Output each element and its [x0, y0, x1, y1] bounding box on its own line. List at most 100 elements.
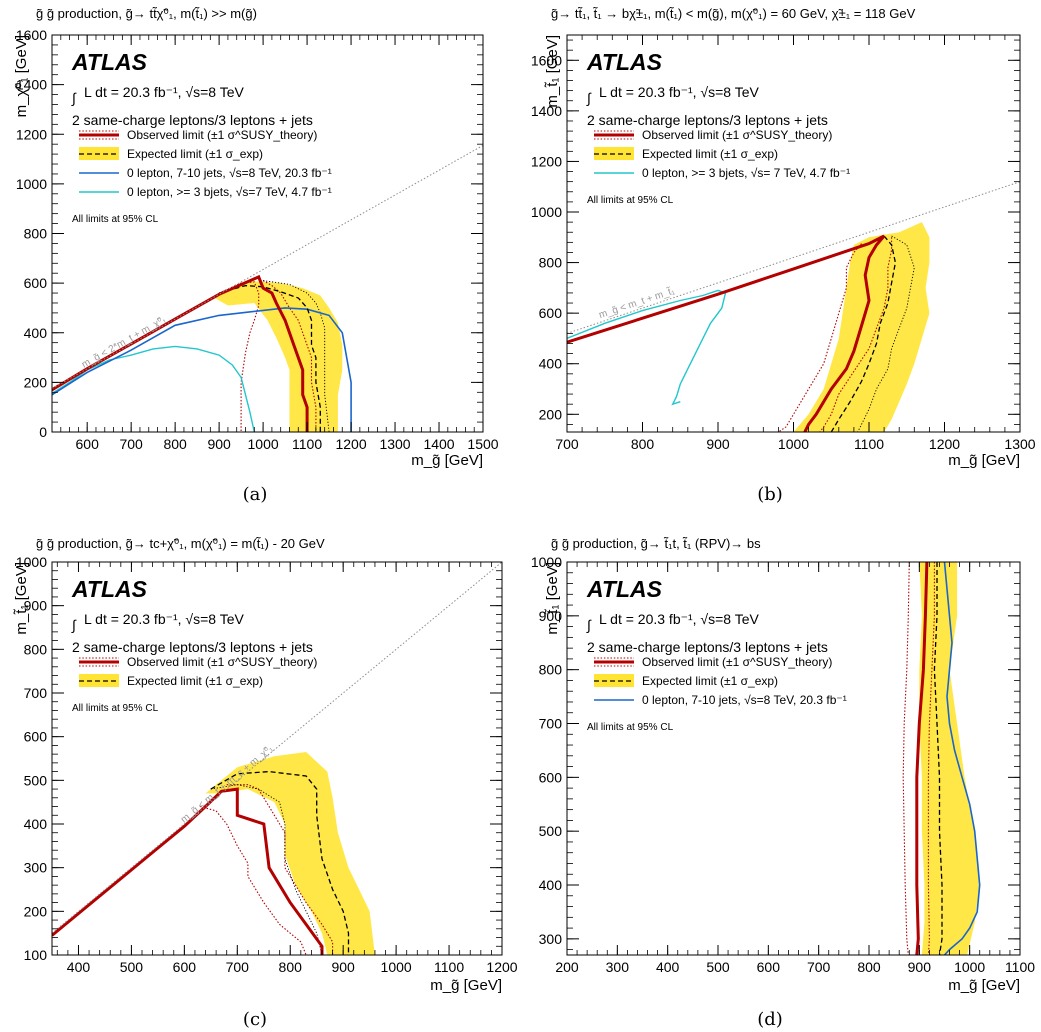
cl-note: All limits at 95% CL — [72, 703, 159, 714]
x-tick-label: 1300 — [379, 436, 410, 452]
series-observed-theory-0 — [778, 243, 862, 432]
legend-entry: Expected limit (±1 σ_exp) — [127, 147, 263, 161]
selection-label: 2 same-charge leptons/3 leptons + jets — [72, 112, 313, 128]
legend-entry: Expected limit (±1 σ_exp) — [127, 674, 263, 688]
series-observed-theory-0 — [902, 562, 910, 955]
x-tick-label: 800 — [631, 436, 655, 452]
x-tick-label: 800 — [857, 959, 881, 975]
y-tick-label: 800 — [539, 662, 563, 678]
y-tick-label: 800 — [24, 226, 48, 242]
x-tick-label: 400 — [656, 959, 680, 975]
integral-sign: ∫ — [586, 90, 592, 106]
y-tick-label: 300 — [24, 860, 48, 876]
y-tick-label: 900 — [539, 608, 563, 624]
x-axis-label: m_g̃ [GeV] — [948, 977, 1020, 994]
x-tick-label: 1000 — [248, 436, 279, 452]
selection-label: 2 same-charge leptons/3 leptons + jets — [587, 112, 828, 128]
x-tick-label: 1100 — [1005, 959, 1035, 975]
x-tick-label: 1000 — [381, 959, 412, 975]
x-tick-label: 900 — [706, 436, 730, 452]
x-tick-label: 1200 — [486, 959, 517, 975]
y-tick-label: 1400 — [531, 103, 562, 119]
plot-area — [52, 144, 483, 432]
x-tick-label: 700 — [807, 959, 831, 975]
legend-entry: Observed limit (±1 σ^SUSY_theory) — [642, 655, 832, 669]
series-expected-theory-0 — [263, 280, 330, 432]
series-observed-theory-1 — [927, 562, 935, 955]
y-tick-label: 400 — [24, 816, 48, 832]
x-tick-label: 1000 — [778, 436, 809, 452]
x-tick-label: 1100 — [434, 959, 464, 975]
series-observed-theory-1 — [819, 237, 893, 432]
series-observed-theory-1 — [226, 784, 334, 955]
legend-entry: 0 lepton, >= 3 bjets, √s=7 TeV, 4.7 fb⁻¹ — [127, 185, 332, 199]
y-tick-label: 700 — [539, 716, 563, 732]
x-tick-label: 800 — [279, 959, 303, 975]
y-axis-label: m_t̃₁ [GeV] — [544, 35, 561, 108]
panel-d: g̃ g̃ production, g̃→ t̃₁t, t̃₁ (RPV)→ b… — [531, 536, 1035, 994]
y-tick-label: 100 — [24, 947, 48, 963]
luminosity-label: L dt = 20.3 fb⁻¹, √s=8 TeV — [599, 611, 760, 627]
x-tick-label: 900 — [331, 959, 355, 975]
y-tick-label: 300 — [539, 931, 563, 947]
y-tick-label: 200 — [24, 374, 48, 390]
series-band-0 — [205, 752, 375, 955]
series-expected-0 — [830, 235, 897, 432]
chart-title: g̃ g̃ production, g̃→ tc+χ̃⁰₁, m(χ̃⁰₁) =… — [36, 536, 325, 551]
y-tick-label: 0 — [39, 424, 47, 440]
kinematic-limit-label: m_g̃ < 2*m_t + m_χ̃⁰₁ — [80, 314, 169, 370]
series-expected-0 — [218, 284, 321, 432]
x-tick-label: 1400 — [423, 436, 454, 452]
plot-area — [902, 562, 981, 955]
x-tick-label: 1200 — [335, 436, 366, 452]
luminosity-label: L dt = 20.3 fb⁻¹, √s=8 TeV — [599, 84, 760, 100]
atlas-label: ATLAS — [71, 576, 148, 602]
y-axis-label: m_χ̃⁰₁ [GeV] — [13, 35, 30, 117]
x-tick-label: 700 — [226, 959, 250, 975]
cl-note: All limits at 95% CL — [587, 722, 674, 733]
x-tick-label: 900 — [908, 959, 932, 975]
x-tick-label: 600 — [173, 959, 197, 975]
atlas-label: ATLAS — [586, 576, 663, 602]
series-blue-0 — [52, 307, 352, 432]
y-tick-label: 1600 — [531, 52, 562, 68]
caption-c: (c) — [243, 1009, 267, 1030]
x-tick-label: 600 — [76, 436, 100, 452]
y-tick-label: 600 — [24, 275, 48, 291]
legend-entry: Observed limit (±1 σ^SUSY_theory) — [642, 128, 832, 142]
cl-note: All limits at 95% CL — [587, 195, 674, 206]
series-expected-theory-0 — [857, 235, 915, 432]
plot-frame — [51, 561, 503, 956]
x-tick-label: 800 — [163, 436, 187, 452]
legend-entry: Expected limit (±1 σ_exp) — [642, 674, 778, 688]
kinematic-limit-line — [52, 562, 502, 934]
chart-title: g̃→ tt̃₁, t̃₁ → bχ̃±₁, m(t̃₁) < m(g̃), m… — [551, 6, 916, 21]
x-axis-label: m_g̃ [GeV] — [411, 452, 483, 469]
y-tick-label: 600 — [539, 769, 563, 785]
caption-a: (a) — [243, 484, 268, 505]
series-cyan-0 — [567, 289, 727, 406]
y-tick-label: 200 — [24, 903, 48, 919]
y-tick-label: 500 — [24, 772, 48, 788]
y-tick-label: 600 — [539, 305, 563, 321]
selection-label: 2 same-charge leptons/3 leptons + jets — [72, 639, 313, 655]
chart-title: g̃ g̃ production, g̃→ tt̃χ̃⁰₁, m(t̃₁) >>… — [36, 6, 257, 21]
y-axis-label: m_t̃₁ [GeV] — [13, 562, 30, 635]
y-tick-label: 200 — [539, 406, 563, 422]
y-tick-label: 400 — [539, 356, 563, 372]
x-tick-label: 1100 — [854, 436, 884, 452]
cl-note: All limits at 95% CL — [72, 214, 159, 225]
integral-sign: ∫ — [586, 617, 592, 633]
kinematic-limit-line — [567, 181, 1020, 334]
kinematic-limit-label: m_g̃ < m_t + m_t̃₁ — [597, 284, 676, 321]
integral-sign: ∫ — [71, 90, 77, 106]
panel-b: g̃→ tt̃₁, t̃₁ → bχ̃±₁, m(t̃₁) < m(g̃), m… — [531, 6, 1036, 469]
y-tick-label: 1600 — [16, 27, 47, 43]
plot-area — [567, 181, 1020, 432]
series-observed-theory-0 — [200, 805, 307, 955]
x-tick-label: 900 — [207, 436, 231, 452]
y-tick-label: 400 — [24, 325, 48, 341]
y-tick-label: 700 — [24, 685, 48, 701]
x-tick-label: 200 — [555, 959, 579, 975]
